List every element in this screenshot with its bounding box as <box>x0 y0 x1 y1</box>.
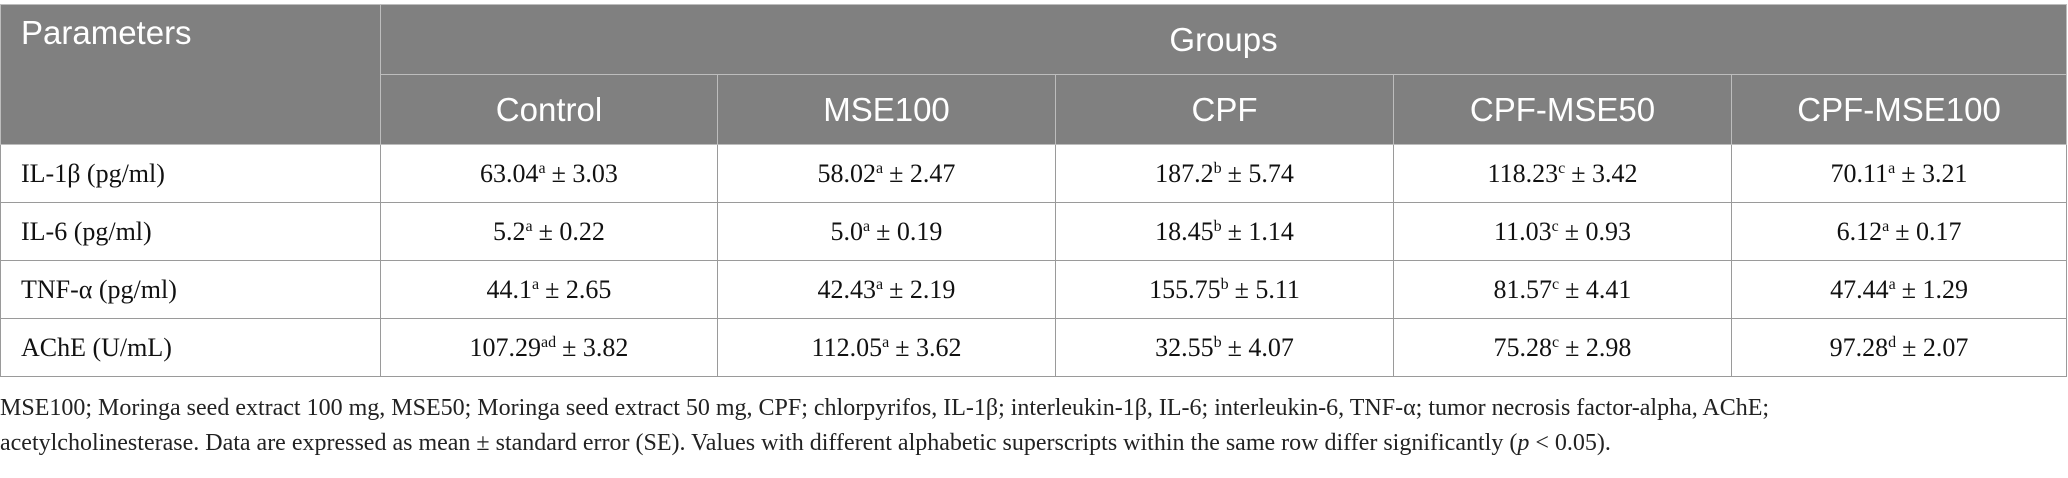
row-label: IL-1β (pg/ml) <box>0 144 381 203</box>
row-label: IL-6 (pg/ml) <box>0 202 381 261</box>
table-row: TNF-α (pg/ml) 44.1a ± 2.65 42.43a ± 2.19 1… <box>0 260 2068 319</box>
table-cell: 81.57c ± 4.41 <box>1393 260 1732 319</box>
row-label: AChE (U/mL) <box>0 318 381 377</box>
footnote-line-2-end: < 0.05). <box>1529 430 1611 456</box>
table-header: Parameters Groups Control MSE100 CPF CPF… <box>0 4 2068 145</box>
table-cell: 44.1a ± 2.65 <box>380 260 718 319</box>
table-cell: 42.43a ± 2.19 <box>717 260 1056 319</box>
footnote-line-1: MSE100; Moringa seed extract 100 mg, MSE… <box>0 395 1770 421</box>
table-cell: 107.29ad ± 3.82 <box>380 318 718 377</box>
table-cell: 97.28d ± 2.07 <box>1730 318 2068 377</box>
table-cell: 58.02a ± 2.47 <box>717 144 1056 203</box>
header-parameters: Parameters <box>0 4 381 145</box>
table-cell: 75.28c ± 2.98 <box>1393 318 1732 377</box>
table-row: IL-1β (pg/ml) 63.04a ± 3.03 58.02a ± 2.47 … <box>0 144 2068 203</box>
header-group-mse100: MSE100 <box>717 74 1056 145</box>
table-cell: 6.12a ± 0.17 <box>1730 202 2068 261</box>
table-cell: 70.11a ± 3.21 <box>1730 144 2068 203</box>
table-row: IL-6 (pg/ml) 5.2a ± 0.22 5.0a ± 0.19 18.45… <box>0 202 2068 261</box>
table-cell: 32.55b ± 4.07 <box>1055 318 1394 377</box>
table-cell: 5.0a ± 0.19 <box>717 202 1056 261</box>
table-cell: 187.2b ± 5.74 <box>1055 144 1394 203</box>
table-cell: 11.03c ± 0.93 <box>1393 202 1732 261</box>
table-cell: 5.2a ± 0.22 <box>380 202 718 261</box>
table-cell: 118.23c ± 3.42 <box>1393 144 1732 203</box>
table-container: Parameters Groups Control MSE100 CPF CPF… <box>0 4 2068 377</box>
header-groups: Groups <box>379 4 2068 75</box>
table-cell: 63.04a ± 3.03 <box>380 144 718 203</box>
table-cell: 47.44a ± 1.29 <box>1730 260 2068 319</box>
table-footnote: MSE100; Moringa seed extract 100 mg, MSE… <box>0 391 2060 461</box>
footnote-p-symbol: p <box>1517 430 1530 456</box>
table-row: AChE (U/mL) 107.29ad ± 3.82 112.05a ± 3.62… <box>0 318 2068 377</box>
table-body: IL-1β (pg/ml) 63.04a ± 3.03 58.02a ± 2.47 … <box>0 144 2068 377</box>
footnote-line-2: acetylcholinesterase. Data are expressed… <box>0 430 1518 456</box>
row-label: TNF-α (pg/ml) <box>0 260 381 319</box>
header-group-cpf-mse100: CPF-MSE100 <box>1730 74 2068 145</box>
header-group-cpf: CPF <box>1055 74 1394 145</box>
table-cell: 18.45b ± 1.14 <box>1055 202 1394 261</box>
table-cell: 155.75b ± 5.11 <box>1055 260 1394 319</box>
header-group-control: Control <box>380 74 718 145</box>
data-table: Parameters Groups Control MSE100 CPF CPF… <box>0 4 2068 377</box>
table-cell: 112.05a ± 3.62 <box>717 318 1056 377</box>
header-group-cpf-mse50: CPF-MSE50 <box>1393 74 1732 145</box>
